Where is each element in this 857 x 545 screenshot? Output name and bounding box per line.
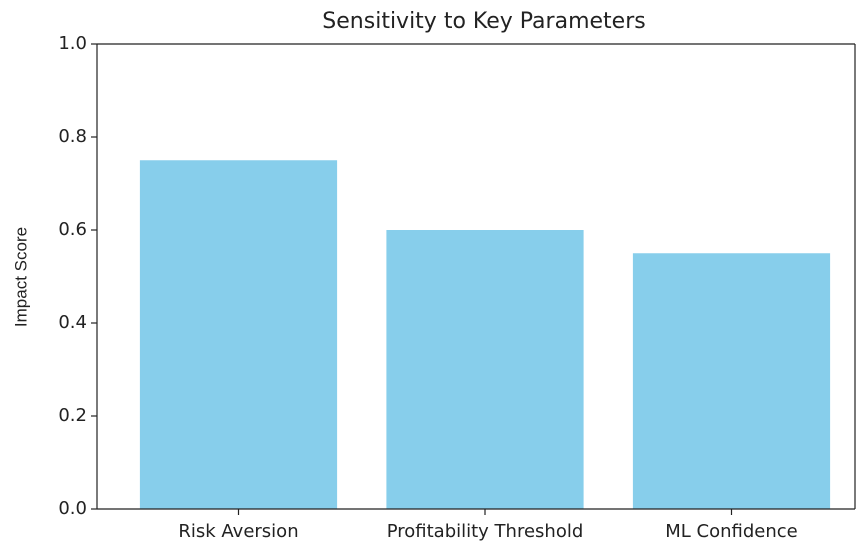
y-tick-label: 0.0 (58, 498, 87, 519)
bar (139, 160, 338, 509)
y-axis-label: Impact Score (11, 227, 30, 327)
bar (386, 230, 584, 509)
x-tick-label: Profitability Threshold (387, 521, 584, 542)
y-tick-label: 1.0 (58, 33, 87, 54)
bar (632, 253, 831, 509)
y-tick-label: 0.6 (58, 219, 87, 240)
x-tick-label: ML Confidence (665, 521, 798, 542)
y-tick-label: 0.2 (58, 405, 87, 426)
x-tick-label: Risk Aversion (178, 521, 298, 542)
y-tick-label: 0.8 (58, 126, 87, 147)
chart-title: Sensitivity to Key Parameters (322, 9, 645, 34)
y-tick-label: 0.4 (58, 312, 87, 333)
